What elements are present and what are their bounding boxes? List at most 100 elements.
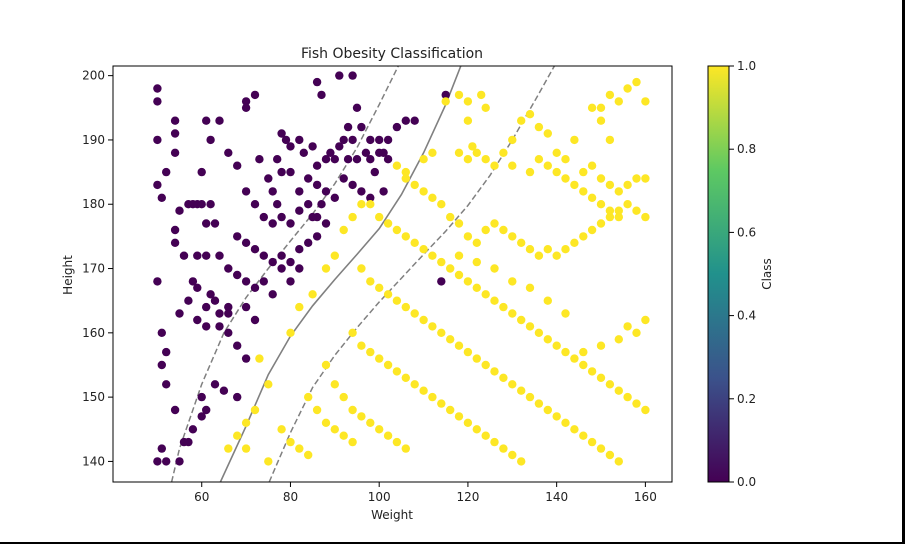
point-class-1	[499, 225, 508, 235]
point-class-0	[295, 245, 304, 254]
point-class-0	[188, 277, 198, 286]
point-class-1	[561, 174, 570, 183]
point-class-1	[419, 155, 428, 164]
point-class-0	[273, 200, 282, 209]
point-class-1	[348, 328, 357, 337]
colorbar-label: Class	[760, 258, 774, 290]
x-tick-label: 120	[456, 490, 479, 504]
point-class-1	[481, 225, 490, 235]
point-class-0	[401, 116, 410, 125]
point-class-1	[587, 103, 597, 113]
point-class-1	[446, 264, 455, 273]
point-class-1	[330, 425, 339, 434]
point-class-1	[410, 180, 419, 190]
colorbar-tick-label: 0.6	[737, 225, 756, 239]
point-class-1	[286, 437, 295, 447]
point-class-1	[392, 161, 402, 170]
point-class-1	[339, 392, 348, 402]
point-class-1	[605, 180, 615, 190]
x-tick-label: 100	[368, 490, 391, 504]
point-class-1	[508, 309, 517, 318]
point-class-1	[508, 135, 517, 145]
point-class-1	[357, 264, 366, 273]
point-class-0	[233, 232, 242, 241]
point-class-1	[241, 418, 251, 427]
point-class-1	[392, 367, 402, 376]
point-class-0	[224, 302, 233, 312]
point-class-0	[170, 225, 180, 235]
point-class-1	[543, 335, 552, 344]
point-class-1	[525, 392, 535, 402]
point-class-0	[202, 405, 211, 415]
point-class-1	[233, 431, 242, 440]
point-class-1	[463, 347, 473, 357]
point-class-1	[561, 418, 570, 427]
point-class-1	[596, 103, 606, 113]
point-class-0	[277, 264, 286, 273]
point-class-0	[357, 187, 366, 196]
point-class-1	[614, 187, 623, 196]
point-class-1	[454, 251, 464, 260]
point-class-0	[366, 193, 375, 202]
point-class-0	[210, 380, 220, 389]
point-class-0	[379, 148, 388, 157]
point-class-0	[241, 354, 251, 363]
y-tick-label: 190	[82, 133, 105, 147]
point-class-1	[295, 444, 304, 453]
point-class-0	[162, 347, 171, 357]
point-class-1	[641, 212, 650, 222]
point-class-1	[463, 232, 473, 241]
point-class-0	[343, 155, 353, 164]
x-tick-label: 60	[194, 490, 209, 504]
point-class-0	[383, 135, 393, 145]
point-class-1	[410, 380, 419, 389]
point-class-1	[454, 341, 464, 350]
point-class-0	[441, 90, 450, 100]
point-class-1	[534, 328, 544, 337]
point-class-1	[383, 431, 393, 440]
point-class-1	[543, 161, 552, 170]
point-class-1	[463, 97, 473, 106]
point-class-1	[534, 155, 544, 164]
point-class-0	[206, 290, 215, 299]
point-class-0	[286, 277, 295, 286]
point-class-1	[286, 328, 295, 337]
point-class-1	[330, 380, 339, 389]
point-class-1	[552, 412, 561, 421]
point-class-0	[193, 251, 202, 260]
point-class-1	[596, 219, 606, 228]
point-class-1	[428, 193, 437, 202]
point-class-1	[308, 290, 317, 299]
point-class-1	[472, 354, 481, 363]
point-class-0	[162, 167, 171, 177]
point-class-0	[366, 135, 375, 145]
point-class-0	[157, 360, 166, 370]
point-class-0	[379, 187, 388, 196]
x-tick-label: 140	[545, 490, 568, 504]
point-class-1	[490, 219, 499, 228]
point-class-0	[184, 296, 193, 305]
point-class-1	[579, 347, 588, 357]
point-class-1	[641, 405, 650, 415]
point-class-1	[570, 180, 579, 190]
point-class-0	[157, 193, 166, 202]
point-class-0	[241, 103, 251, 113]
point-class-0	[268, 257, 277, 267]
point-class-0	[193, 315, 202, 325]
point-class-1	[428, 392, 437, 402]
point-class-1	[641, 97, 650, 106]
point-class-0	[202, 302, 211, 312]
point-class-0	[343, 122, 353, 132]
point-class-0	[259, 212, 268, 222]
point-class-0	[202, 219, 211, 228]
point-class-1	[441, 97, 450, 106]
point-class-0	[259, 277, 268, 286]
point-class-0	[348, 71, 357, 80]
x-axis-label: Weight	[371, 508, 413, 522]
point-class-1	[490, 296, 499, 305]
colorbar-tick-label: 0.8	[737, 142, 756, 156]
point-class-1	[543, 296, 552, 305]
point-class-1	[508, 450, 517, 460]
point-class-1	[543, 129, 552, 138]
point-class-0	[241, 97, 251, 106]
